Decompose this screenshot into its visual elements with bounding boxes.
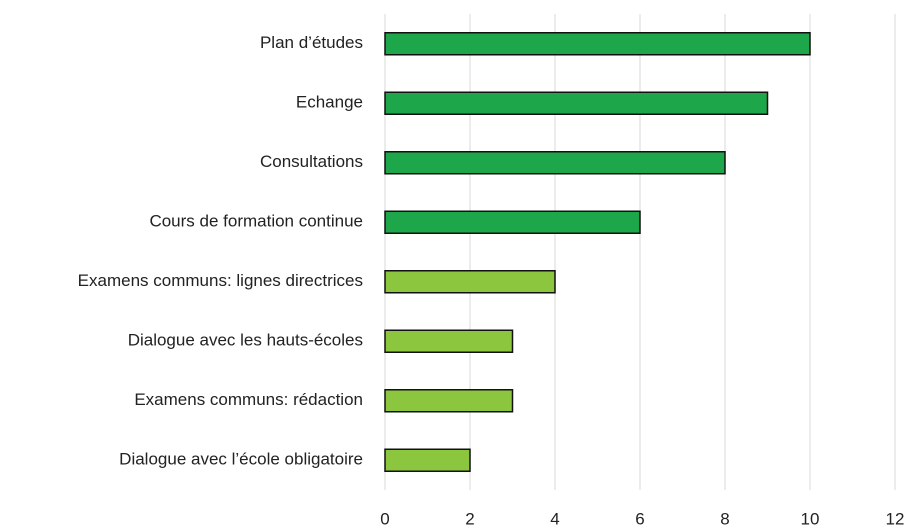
- y-tick-label: Plan d’études: [260, 33, 363, 52]
- x-tick-label: 6: [635, 509, 644, 528]
- x-tick-label: 8: [720, 509, 729, 528]
- x-tick-label: 12: [886, 509, 905, 528]
- y-tick-label: Examens communs: rédaction: [134, 390, 363, 409]
- y-tick-label: Dialogue avec l’école obligatoire: [119, 450, 363, 469]
- bar: [384, 151, 726, 175]
- bar: [384, 210, 641, 234]
- bar: [384, 389, 514, 413]
- x-tick-label: 4: [550, 509, 559, 528]
- bar: [384, 329, 514, 353]
- bar: [384, 270, 556, 294]
- bar: [384, 32, 811, 56]
- x-tick-label: 10: [801, 509, 820, 528]
- x-tick-label: 2: [465, 509, 474, 528]
- y-tick-label: Echange: [296, 93, 363, 112]
- y-tick-label: Consultations: [260, 152, 363, 171]
- y-tick-label: Cours de formation continue: [149, 212, 363, 231]
- y-tick-label: Dialogue avec les hauts-écoles: [128, 331, 363, 350]
- y-tick-label: Examens communs: lignes directrices: [78, 271, 363, 290]
- x-tick-label: 0: [380, 509, 389, 528]
- bar: [384, 448, 471, 472]
- bar: [384, 91, 769, 115]
